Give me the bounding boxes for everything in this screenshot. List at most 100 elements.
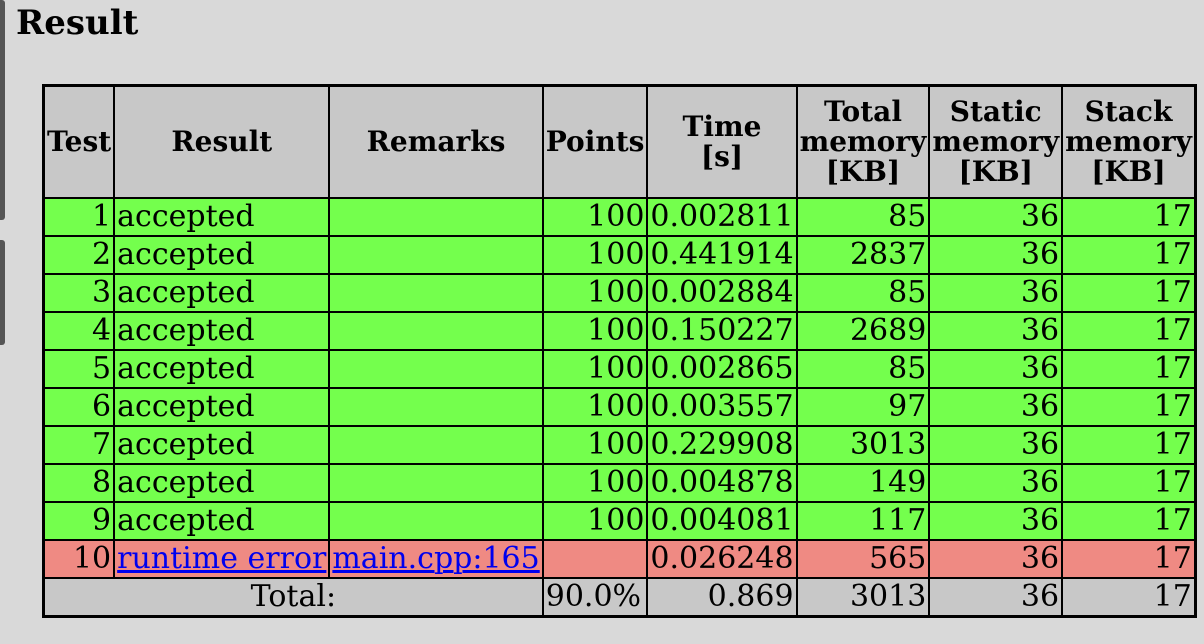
cell-time: 0.150227 — [647, 312, 797, 350]
header-static-line: Static — [949, 95, 1042, 128]
cell-test: 6 — [44, 388, 115, 426]
cell-test: 8 — [44, 464, 115, 502]
cell-test: 2 — [44, 236, 115, 274]
cell-stack-memory: 17 — [1062, 350, 1195, 388]
header-points: Points — [542, 86, 648, 198]
runtime-error-link[interactable]: runtime error — [117, 541, 327, 576]
cell-points — [542, 540, 648, 578]
cell-total-memory: 565 — [796, 540, 930, 578]
table-row: 4 accepted 100 0.150227 2689 36 17 — [44, 312, 1195, 350]
cell-result: accepted — [114, 312, 330, 350]
cell-total-memory: 85 — [796, 350, 930, 388]
table-row: 8 accepted 100 0.004878 149 36 17 — [44, 464, 1195, 502]
table-row-error: 10 runtime error main.cpp:165 0.026248 5… — [44, 540, 1195, 578]
cell-total-memory: 149 — [796, 464, 930, 502]
header-test: Test — [44, 86, 115, 198]
header-time-unit: [s] — [700, 140, 744, 173]
totals-static-memory: 36 — [929, 578, 1063, 616]
cell-static-memory: 36 — [929, 350, 1063, 388]
header-row: Test Result Remarks Points Time [s] Tota… — [44, 86, 1195, 198]
header-total-memory: Total memory [KB] — [796, 86, 930, 198]
cell-time: 0.004081 — [647, 502, 797, 540]
header-static-memory: Static memory [KB] — [929, 86, 1063, 198]
cell-test: 9 — [44, 502, 115, 540]
cell-test: 5 — [44, 350, 115, 388]
cell-remarks — [329, 236, 543, 274]
cell-remarks — [329, 312, 543, 350]
cell-static-memory: 36 — [929, 198, 1063, 236]
totals-time: 0.869 — [647, 578, 797, 616]
table-row: 7 accepted 100 0.229908 3013 36 17 — [44, 426, 1195, 464]
cell-stack-memory: 17 — [1062, 236, 1195, 274]
table-row: 1 accepted 100 0.002811 85 36 17 — [44, 198, 1195, 236]
header-remarks: Remarks — [329, 86, 543, 198]
cell-result: runtime error — [114, 540, 330, 578]
cell-static-memory: 36 — [929, 236, 1063, 274]
cell-static-memory: 36 — [929, 388, 1063, 426]
source-location-link[interactable]: main.cpp:165 — [332, 541, 540, 576]
cell-points: 100 — [542, 274, 648, 312]
totals-stack-memory: 17 — [1062, 578, 1195, 616]
totals-row: Total: 90.0% 0.869 3013 36 17 — [44, 578, 1195, 616]
cell-stack-memory: 17 — [1062, 198, 1195, 236]
cell-stack-memory: 17 — [1062, 426, 1195, 464]
table-row: 9 accepted 100 0.004081 117 36 17 — [44, 502, 1195, 540]
cell-time: 0.441914 — [647, 236, 797, 274]
header-time-line: Time — [682, 110, 762, 143]
table-row: 5 accepted 100 0.002865 85 36 17 — [44, 350, 1195, 388]
cell-test: 10 — [44, 540, 115, 578]
header-result: Result — [114, 86, 330, 198]
cell-remarks — [329, 388, 543, 426]
cell-total-memory: 3013 — [796, 426, 930, 464]
cell-time: 0.229908 — [647, 426, 797, 464]
header-static-line: memory — [932, 125, 1060, 158]
header-stack-memory: Stack memory [KB] — [1062, 86, 1195, 198]
totals-points: 90.0% — [542, 578, 648, 616]
header-stack-unit: [KB] — [1091, 155, 1166, 188]
cell-test: 4 — [44, 312, 115, 350]
cell-result: accepted — [114, 236, 330, 274]
cell-time: 0.026248 — [647, 540, 797, 578]
cell-stack-memory: 17 — [1062, 540, 1195, 578]
cell-points: 100 — [542, 198, 648, 236]
cell-remarks: main.cpp:165 — [329, 540, 543, 578]
header-stack-line: memory — [1065, 125, 1192, 158]
header-total-unit: [KB] — [825, 155, 901, 188]
cell-remarks — [329, 502, 543, 540]
cell-test: 3 — [44, 274, 115, 312]
header-total-line: memory — [799, 125, 927, 158]
totals-total-memory: 3013 — [796, 578, 930, 616]
table-row: 6 accepted 100 0.003557 97 36 17 — [44, 388, 1195, 426]
cell-result: accepted — [114, 198, 330, 236]
cell-total-memory: 85 — [796, 274, 930, 312]
cell-stack-memory: 17 — [1062, 274, 1195, 312]
cell-total-memory: 2837 — [796, 236, 930, 274]
cell-total-memory: 117 — [796, 502, 930, 540]
cell-total-memory: 97 — [796, 388, 930, 426]
cell-points: 100 — [542, 426, 648, 464]
cell-time: 0.002811 — [647, 198, 797, 236]
cell-result: accepted — [114, 350, 330, 388]
header-stack-line: Stack — [1084, 95, 1173, 128]
cell-time: 0.004878 — [647, 464, 797, 502]
cell-remarks — [329, 198, 543, 236]
header-time: Time [s] — [647, 86, 797, 198]
cell-points: 100 — [542, 350, 648, 388]
header-total-line: Total — [823, 95, 902, 128]
cell-static-memory: 36 — [929, 540, 1063, 578]
cell-stack-memory: 17 — [1062, 464, 1195, 502]
cell-remarks — [329, 426, 543, 464]
cell-remarks — [329, 274, 543, 312]
cell-result: accepted — [114, 464, 330, 502]
table-row: 3 accepted 100 0.002884 85 36 17 — [44, 274, 1195, 312]
window-edge-handle — [0, 0, 5, 220]
header-static-unit: [KB] — [958, 155, 1033, 188]
cell-points: 100 — [542, 312, 648, 350]
cell-stack-memory: 17 — [1062, 502, 1195, 540]
cell-stack-memory: 17 — [1062, 388, 1195, 426]
results-table: Test Result Remarks Points Time [s] Tota… — [42, 84, 1197, 618]
cell-result: accepted — [114, 426, 330, 464]
page-title: Result — [16, 3, 139, 43]
cell-static-memory: 36 — [929, 464, 1063, 502]
